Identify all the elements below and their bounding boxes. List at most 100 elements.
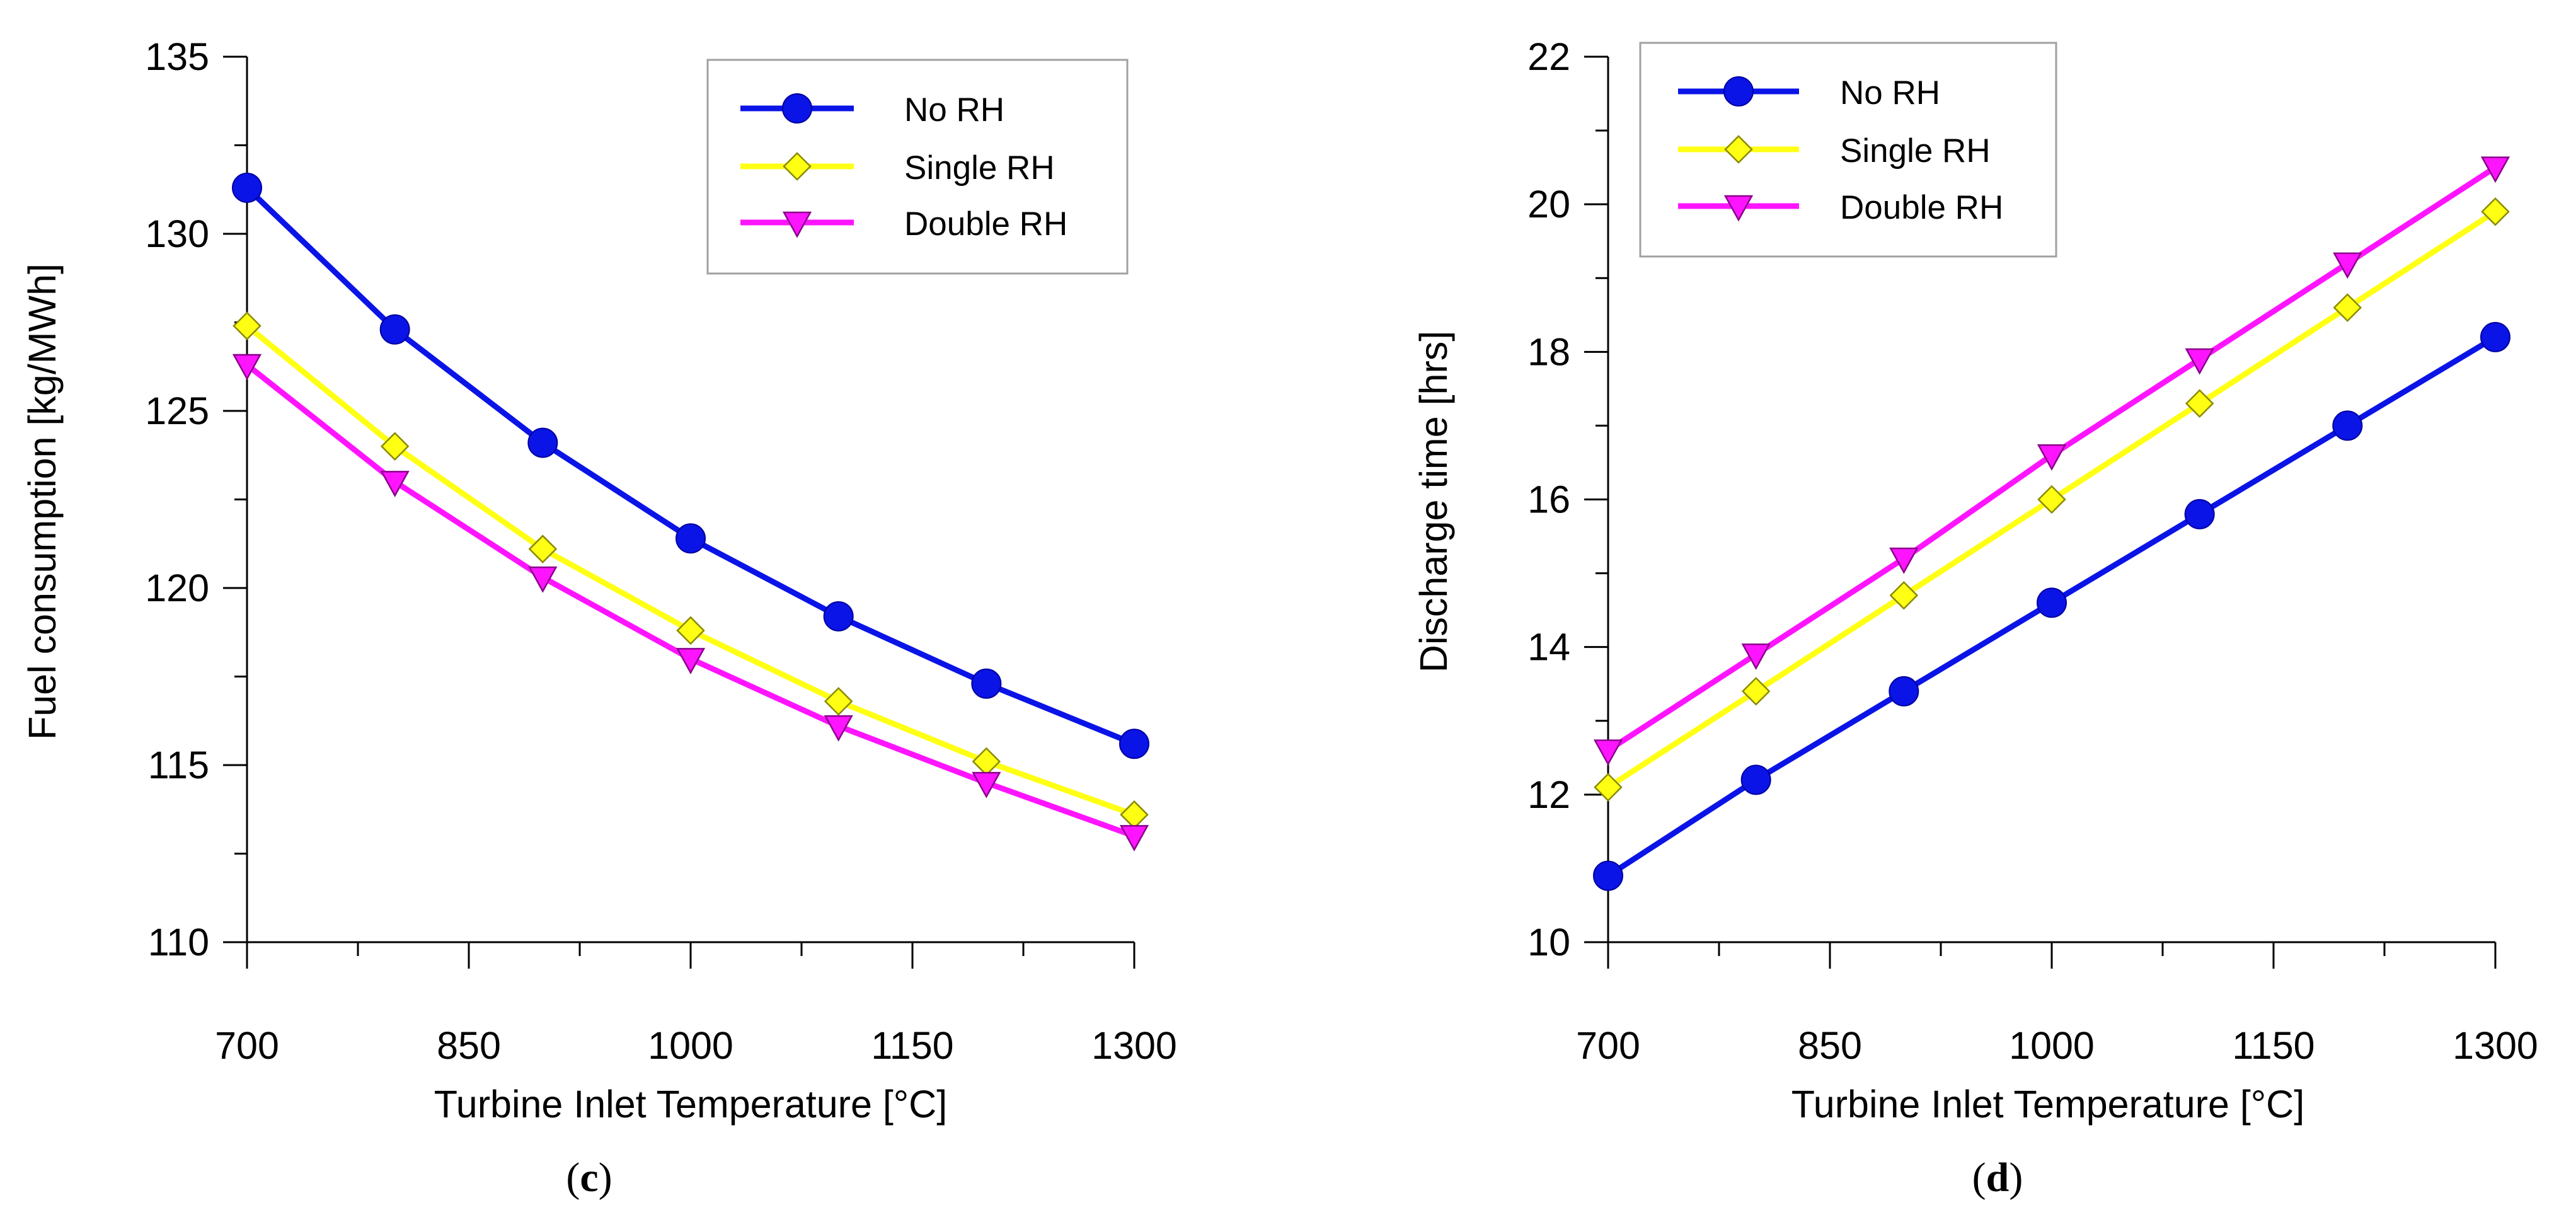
data-point (2185, 389, 2214, 418)
data-point (1594, 773, 1623, 802)
legend-entry: No RH (740, 91, 1004, 129)
x-axis-title: Turbine Inlet Temperature [°C] (1791, 1083, 2304, 1126)
x-tick-label: 700 (1576, 1024, 1640, 1067)
data-point (1119, 825, 1149, 851)
y-tick-label: 20 (1527, 183, 1570, 226)
data-point (233, 311, 262, 340)
y-tick-label: 12 (1527, 773, 1570, 816)
data-point (972, 771, 1001, 798)
data-point (676, 648, 706, 674)
y-tick-label: 110 (148, 921, 209, 964)
data-point (1889, 676, 1919, 706)
legend-label: Single RH (904, 149, 1055, 187)
y-tick-label: 125 (145, 389, 209, 432)
data-point (971, 668, 1002, 699)
y-tick-label: 22 (1527, 35, 1570, 78)
data-point (2333, 293, 2362, 322)
legend: No RH Single RH Double RH (1639, 42, 2057, 258)
y-tick-label: 14 (1527, 626, 1570, 669)
data-point (1119, 729, 1149, 759)
data-point (2332, 410, 2363, 441)
x-tick-label: 850 (1798, 1024, 1862, 1067)
legend: No RH Single RH Double RH (706, 59, 1129, 275)
data-point (2037, 587, 2067, 618)
y-axis-title: Fuel consumption [kg/MWh] (21, 263, 64, 740)
data-point (2333, 252, 2362, 279)
y-tick-label: 18 (1527, 330, 1570, 373)
data-point (379, 314, 410, 345)
data-point (1740, 764, 1771, 795)
axes (223, 55, 1136, 969)
legend-label: Double RH (1840, 189, 2003, 226)
legend-entry: Single RH (740, 149, 1055, 187)
data-point (2037, 444, 2067, 471)
data-point (1723, 195, 1754, 222)
data-point (823, 601, 854, 631)
panel-c-fuel-consumption: 110 115 120 125 130 135 700 850 1000 1150 1300 Fue… (21, 35, 1177, 1201)
data-point (1593, 860, 1623, 891)
data-point (782, 211, 812, 238)
data-point (1593, 739, 1623, 766)
data-point (2184, 499, 2215, 529)
legend-entry: Double RH (1678, 189, 2003, 226)
x-tick-label: 1300 (2452, 1024, 2538, 1067)
y-axis-title: Discharge time [hrs] (1412, 331, 1455, 672)
panel-caption: (c) (566, 1155, 612, 1201)
panel-caption: (d) (1972, 1155, 2023, 1201)
data-point (2185, 348, 2214, 375)
data-point (1724, 135, 1753, 164)
y-tick-label: 16 (1527, 478, 1570, 521)
data-point (783, 152, 812, 181)
tick-labels: 10 12 14 16 18 20 22 700 850 1000 1150 1300 (1527, 35, 2538, 1067)
legend-label: Single RH (1840, 132, 1991, 170)
data-point (380, 471, 410, 497)
data-point (972, 747, 1001, 776)
x-tick-label: 700 (215, 1024, 279, 1067)
data-point (528, 534, 558, 563)
data-point (1741, 677, 1771, 706)
x-tick-label: 1150 (871, 1024, 953, 1067)
x-tick-label: 1000 (2009, 1024, 2095, 1067)
data-point (2481, 197, 2510, 226)
data-point (824, 715, 853, 742)
legend-label: Double RH (904, 205, 1067, 243)
series-line (245, 323, 1136, 817)
legend-entry: Single RH (1678, 132, 1991, 170)
data-point (528, 566, 558, 593)
data-point (782, 93, 812, 124)
y-tick-label: 115 (148, 744, 209, 787)
legend-entry: No RH (1678, 74, 1940, 112)
legend-entry: Double RH (740, 205, 1067, 243)
data-point (676, 523, 706, 554)
x-tick-label: 850 (437, 1024, 501, 1067)
series-layer (1593, 156, 2510, 891)
data-point (1723, 76, 1754, 107)
data-point (2480, 156, 2510, 183)
data-point (232, 354, 262, 381)
x-axis-title: Turbine Inlet Temperature [°C] (434, 1083, 947, 1126)
y-tick-label: 135 (145, 35, 209, 78)
tick-labels: 110 115 120 125 130 135 700 850 1000 1150 1300 (145, 35, 1177, 1067)
data-point (1120, 800, 1149, 829)
data-point (2037, 485, 2066, 514)
panel-d-discharge-time: 10 12 14 16 18 20 22 700 850 1000 1150 1300 Dischar… (1412, 35, 2538, 1201)
data-point (527, 427, 558, 458)
data-point (824, 687, 853, 716)
legend-label: No RH (904, 91, 1004, 129)
x-tick-label: 1300 (1091, 1024, 1177, 1067)
data-point (1889, 580, 1919, 610)
x-tick-label: 1000 (648, 1024, 733, 1067)
data-point (232, 172, 262, 203)
x-tick-label: 1150 (2232, 1024, 2314, 1067)
y-tick-label: 130 (145, 212, 209, 255)
data-point (2480, 321, 2510, 352)
y-tick-label: 120 (145, 567, 209, 609)
legend-label: No RH (1840, 74, 1940, 112)
data-point (676, 616, 705, 645)
data-point (1741, 643, 1771, 670)
y-tick-label: 10 (1527, 921, 1570, 964)
series-layer (232, 172, 1149, 851)
data-point (1889, 547, 1919, 574)
data-point (380, 432, 410, 461)
